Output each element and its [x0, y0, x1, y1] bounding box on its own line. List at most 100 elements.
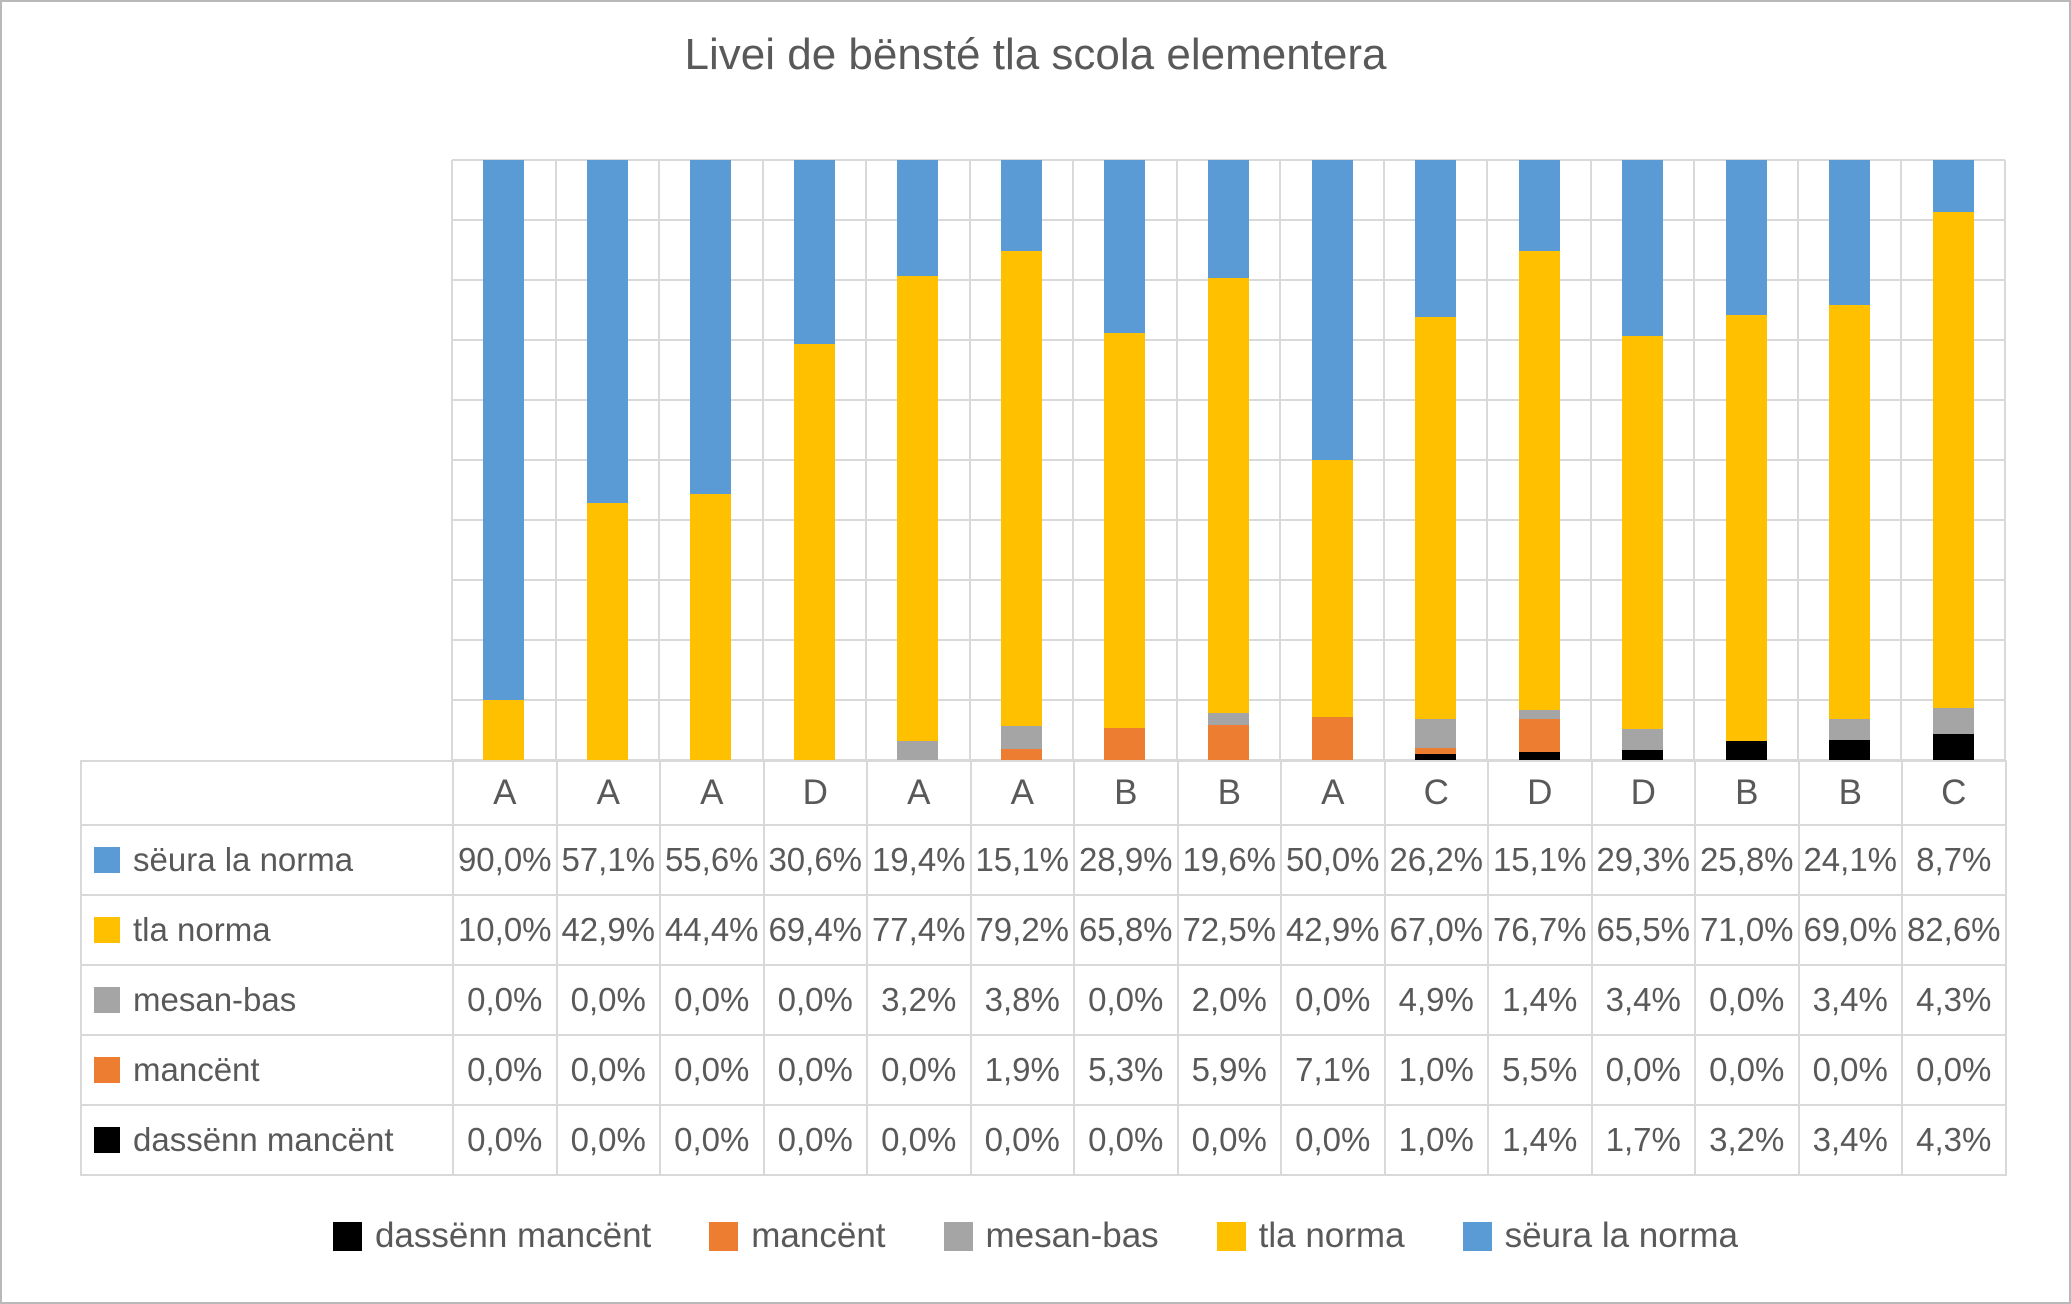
value-cell: 0,0% [1280, 964, 1386, 1036]
bar-slot-14 [1798, 160, 1902, 760]
value-cell: 7,1% [1280, 1034, 1386, 1106]
bar-segment [1932, 734, 1974, 760]
bar-segment [1829, 739, 1871, 760]
vertical-gridline [968, 160, 971, 760]
value-cell: 8,7% [1901, 824, 2007, 896]
value-cell: 71,0% [1694, 894, 1800, 966]
legend-label: sëura la norma [1504, 1216, 1739, 1255]
series-label-cell: tla norma [80, 894, 454, 966]
bar-slot-1 [452, 160, 556, 760]
value-cell: 0,0% [1176, 1104, 1282, 1176]
table-row: tla norma 10,0% 42,9% 44,4% 69,4% 77,4% 79,2% 6… [80, 894, 2007, 966]
value-cell: 0,0% [452, 1034, 558, 1106]
category-label: B [1176, 760, 1282, 826]
value-cell: 55,6% [659, 824, 765, 896]
value-cell: 1,0% [1383, 1104, 1489, 1176]
value-cell: 10,0% [452, 894, 558, 966]
bar-slot-7 [1073, 160, 1177, 760]
category-label: D [762, 760, 868, 826]
bar-slot-11 [1487, 160, 1591, 760]
value-cell: 30,6% [762, 824, 868, 896]
chart-legend: dassënn mancënt mancënt mesan-bas tla norma… [2, 1200, 2069, 1272]
bar-segment [1932, 708, 1974, 735]
series-name: dassënn mancënt [133, 1121, 394, 1158]
vertical-gridline [554, 160, 557, 760]
bar-segment [1622, 729, 1664, 750]
bar-segment [1829, 304, 1871, 720]
plot-area [451, 159, 2006, 761]
vertical-gridline [2004, 160, 2006, 760]
value-cell: 0,0% [866, 1104, 972, 1176]
vertical-gridline [1693, 160, 1696, 760]
bar-segment [1415, 754, 1457, 760]
value-cell: 1,9% [969, 1034, 1075, 1106]
value-cell: 69,4% [762, 894, 868, 966]
bar-segment [1622, 160, 1664, 336]
legend-key-icon [94, 847, 120, 873]
value-cell: 0,0% [1073, 964, 1179, 1036]
horizontal-gridline [452, 759, 2005, 761]
bar-segment [1622, 336, 1664, 730]
value-cell: 67,0% [1383, 894, 1489, 966]
value-cell: 0,0% [452, 1104, 558, 1176]
value-cell: 0,0% [555, 1034, 661, 1106]
bar-segment [1518, 250, 1560, 711]
value-cell: 0,0% [969, 1104, 1075, 1176]
table-corner-cell [80, 760, 454, 826]
bar-segment [1415, 748, 1457, 755]
bar-slot-9 [1280, 160, 1384, 760]
value-cell: 4,3% [1901, 964, 2007, 1036]
bar-segment [1725, 160, 1767, 315]
value-cell: 4,9% [1383, 964, 1489, 1036]
stacked-bar-12 [1622, 160, 1664, 760]
legend-swatch-icon [1216, 1221, 1246, 1251]
value-cell: 5,3% [1073, 1034, 1179, 1106]
stacked-bar-13 [1725, 160, 1767, 760]
legend-label: mesan-bas [985, 1216, 1159, 1255]
bar-segment [1829, 160, 1871, 305]
value-cell: 0,0% [1280, 1104, 1386, 1176]
value-cell: 0,0% [1797, 1034, 1903, 1106]
stacked-bar-14 [1829, 160, 1871, 760]
legend-item: tla norma [1216, 1216, 1405, 1256]
value-cell: 2,0% [1176, 964, 1282, 1036]
value-cell: 0,0% [1590, 1034, 1696, 1106]
legend-swatch-icon [943, 1221, 973, 1251]
bar-segment [1622, 749, 1664, 760]
value-cell: 19,4% [866, 824, 972, 896]
value-cell: 72,5% [1176, 894, 1282, 966]
value-cell: 1,0% [1383, 1034, 1489, 1106]
bar-segment [1518, 160, 1560, 251]
value-cell: 15,1% [969, 824, 1075, 896]
legend-swatch-icon [709, 1221, 739, 1251]
bar-segment [1000, 748, 1042, 760]
vertical-gridline [761, 160, 764, 760]
value-cell: 5,5% [1487, 1034, 1593, 1106]
category-label: A [659, 760, 765, 826]
value-cell: 15,1% [1487, 824, 1593, 896]
value-cell: 0,0% [762, 964, 868, 1036]
bar-segment [1104, 333, 1146, 729]
table-row: mancënt 0,0% 0,0% 0,0% 0,0% 0,0% 1,9% 5,3% 5,9% 7… [80, 1034, 2007, 1106]
series-label-cell: mesan-bas [80, 964, 454, 1036]
value-cell: 57,1% [555, 824, 661, 896]
stacked-bar-11 [1518, 160, 1560, 760]
series-name: sëura la norma [133, 841, 354, 878]
vertical-gridline [1175, 160, 1178, 760]
bar-segment [1104, 160, 1146, 334]
bar-segment [1725, 740, 1767, 760]
bar-segment [1725, 314, 1767, 741]
bar-segment [793, 160, 835, 344]
legend-label: dassënn mancënt [374, 1216, 652, 1255]
vertical-gridline [1486, 160, 1489, 760]
value-cell: 0,0% [555, 964, 661, 1036]
stacked-bar-3 [690, 160, 732, 760]
stacked-bar-2 [586, 160, 628, 760]
category-label: A [969, 760, 1075, 826]
stacked-bar-9 [1311, 160, 1353, 760]
value-cell: 3,8% [969, 964, 1075, 1036]
legend-key-icon [94, 987, 120, 1013]
legend-item: sëura la norma [1462, 1216, 1739, 1256]
bar-segment [1311, 160, 1353, 461]
